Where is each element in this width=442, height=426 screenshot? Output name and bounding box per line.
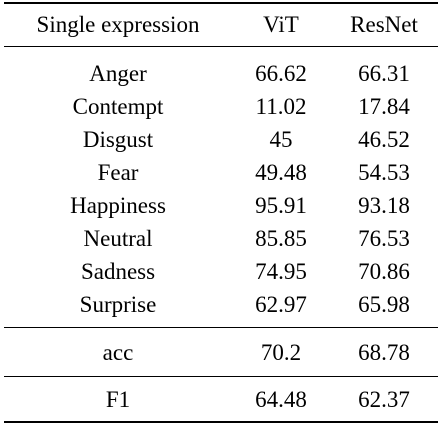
table-row: Anger 66.62 66.31 xyxy=(4,57,438,90)
acc-row: acc 70.2 68.78 xyxy=(4,336,438,369)
resnet-value: 93.18 xyxy=(358,193,410,218)
f1-row: F1 64.48 62.37 xyxy=(4,383,438,416)
header-cell: Single expression xyxy=(36,12,200,37)
resnet-value: 66.31 xyxy=(358,61,410,86)
vit-value: 95.91 xyxy=(255,193,307,218)
table-row: Surprise 62.97 65.98 xyxy=(4,288,438,321)
section-rule xyxy=(4,376,438,377)
expression-label: Contempt xyxy=(72,94,164,119)
table-row: Fear 49.48 54.53 xyxy=(4,156,438,189)
vit-value: 11.02 xyxy=(255,94,307,119)
header-row: Single expression ViT ResNet xyxy=(4,8,438,41)
resnet-value: 65.98 xyxy=(358,292,410,317)
resnet-value: 46.52 xyxy=(358,127,410,152)
table-row: Sadness 74.95 70.86 xyxy=(4,255,438,288)
bottom-rule xyxy=(4,421,438,423)
expression-label: Neutral xyxy=(83,226,153,251)
resnet-value: 62.37 xyxy=(358,387,410,412)
section-rule xyxy=(4,327,438,328)
vit-value: 62.97 xyxy=(255,292,307,317)
header-rule xyxy=(4,46,438,47)
resnet-value: 17.84 xyxy=(358,94,410,119)
expression-label: Surprise xyxy=(79,292,157,317)
resnet-value: 76.53 xyxy=(358,226,410,251)
header-cell: ResNet xyxy=(350,12,418,37)
expression-label: Fear xyxy=(97,160,139,185)
metric-label: F1 xyxy=(105,387,131,412)
resnet-value: 70.86 xyxy=(358,259,410,284)
expression-label: Happiness xyxy=(70,193,166,218)
resnet-value: 68.78 xyxy=(358,340,410,365)
table-row: Neutral 85.85 76.53 xyxy=(4,222,438,255)
expression-label: Disgust xyxy=(82,127,154,152)
vit-value: 70.2 xyxy=(260,340,302,365)
resnet-value: 54.53 xyxy=(358,160,410,185)
header-cell: ViT xyxy=(263,12,299,37)
metric-label: acc xyxy=(102,340,134,365)
vit-value: 49.48 xyxy=(255,160,307,185)
table-row: Happiness 95.91 93.18 xyxy=(4,189,438,222)
table-row: Contempt 11.02 17.84 xyxy=(4,90,438,123)
table-row: Disgust 45 46.52 xyxy=(4,123,438,156)
expression-label: Anger xyxy=(89,61,147,86)
vit-value: 64.48 xyxy=(255,387,307,412)
vit-value: 45 xyxy=(269,127,293,152)
vit-value: 66.62 xyxy=(255,61,307,86)
vit-value: 85.85 xyxy=(255,226,307,251)
expression-label: Sadness xyxy=(80,259,156,284)
top-rule xyxy=(4,2,438,4)
vit-value: 74.95 xyxy=(255,259,307,284)
